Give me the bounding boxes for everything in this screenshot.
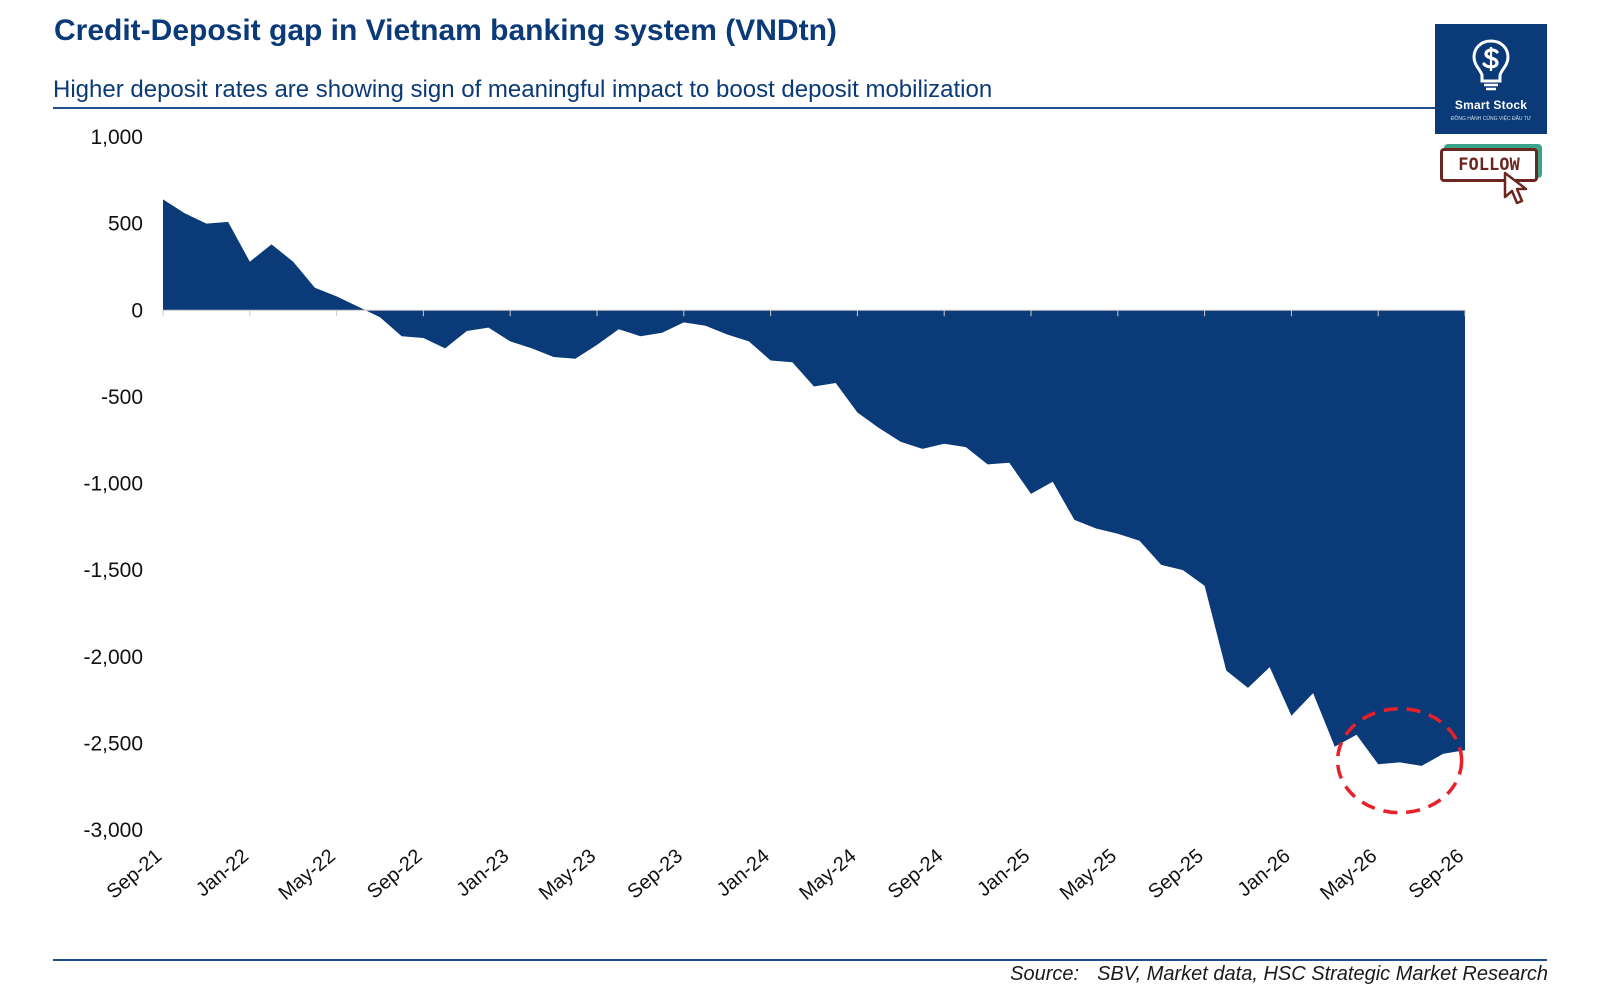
- y-tick-label: -500: [101, 386, 143, 409]
- footer-rule: [53, 959, 1547, 961]
- area-layer: [163, 199, 1465, 766]
- x-tick-label: Sep-24: [884, 845, 948, 903]
- x-tick-label: Jan-23: [452, 845, 513, 901]
- x-tick-label: Sep-22: [363, 845, 427, 903]
- x-tick-label: Jan-22: [192, 845, 253, 901]
- y-tick-label: 500: [108, 213, 143, 236]
- y-tick-label: 1,000: [90, 126, 143, 149]
- area-chart: 1,000 500 0 -500 -1,000 -1,500 -2,000 -2,500 -3,…: [83, 126, 1469, 905]
- x-tick-label: May-25: [1056, 845, 1121, 905]
- x-tick-label: Jan-25: [973, 845, 1034, 901]
- logo-tagline: ĐỒNG HÀNH CÙNG VIỆC ĐẦU TƯ: [1450, 116, 1532, 122]
- y-axis: 1,000 500 0 -500 -1,000 -1,500 -2,000 -2,500 -3,…: [83, 126, 143, 842]
- x-tick-label: Sep-25: [1144, 845, 1208, 903]
- highlight-circle: [1335, 706, 1464, 815]
- x-tick-label: Jan-24: [713, 845, 774, 901]
- x-tick-label: Sep-26: [1405, 845, 1469, 903]
- chart-title: Credit-Deposit gap in Vietnam banking sy…: [54, 14, 837, 47]
- cursor-icon: [1503, 171, 1528, 205]
- x-tick-label: May-23: [535, 845, 600, 905]
- x-tick-label: Sep-21: [103, 845, 167, 903]
- x-tick-label: Jan-26: [1234, 845, 1295, 901]
- source-label: Source:: [1010, 963, 1080, 985]
- chart-subtitle: Higher deposit rates are showing sign of…: [53, 76, 993, 103]
- follow-label: FOLLOW: [1440, 148, 1538, 182]
- x-tick-label: May-24: [795, 845, 860, 905]
- x-tick-label: May-26: [1316, 845, 1381, 905]
- area-series: [163, 199, 1465, 766]
- annotation-layer: [1335, 706, 1464, 815]
- brand-logo: Smart Stock ĐỒNG HÀNH CÙNG VIỆC ĐẦU TƯ: [1435, 24, 1547, 134]
- source-note: Source: SBV, Market data, HSC Strategic M…: [1010, 963, 1548, 986]
- x-tick-label: May-22: [275, 845, 340, 905]
- lightbulb-dollar-icon: [1472, 39, 1510, 91]
- logo-name: Smart Stock: [1454, 98, 1528, 112]
- y-tick-label: -2,500: [83, 732, 143, 755]
- y-tick-label: -1,500: [83, 559, 143, 582]
- header-rule: [53, 107, 1435, 109]
- y-tick-label: -3,000: [83, 819, 143, 842]
- source-text: SBV, Market data, HSC Strategic Market R…: [1097, 963, 1548, 985]
- y-tick-label: 0: [131, 299, 143, 322]
- x-tick-label: Sep-23: [623, 845, 687, 903]
- y-tick-label: -1,000: [83, 473, 143, 496]
- y-tick-label: -2,000: [83, 646, 143, 669]
- follow-button[interactable]: FOLLOW: [1438, 142, 1540, 208]
